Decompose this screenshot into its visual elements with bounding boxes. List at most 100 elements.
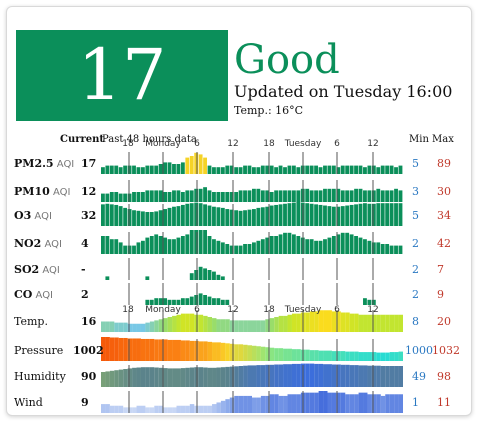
chart-bar	[132, 338, 137, 361]
chart-bar	[140, 405, 146, 413]
chart-bar	[229, 209, 234, 226]
chart-bar	[376, 203, 381, 226]
chart-bar	[269, 236, 274, 254]
chart-bar	[265, 237, 270, 254]
chart-bar	[207, 341, 213, 361]
chart-bar	[154, 298, 159, 305]
chart-bar	[194, 405, 199, 413]
chart-bar	[327, 237, 332, 254]
chart-bar	[203, 268, 207, 280]
chart-bar	[212, 239, 216, 254]
chart-bar	[180, 236, 185, 254]
chart-bar	[269, 318, 275, 333]
chart-bar	[389, 203, 394, 226]
chart-bar	[256, 207, 261, 226]
chart-bar	[283, 203, 287, 226]
chart-bar	[371, 203, 376, 226]
chart-bar	[180, 405, 186, 413]
chart-bar	[274, 317, 279, 332]
chart-bar	[118, 206, 123, 226]
chart-bar	[283, 395, 288, 413]
axis-tick-label: 18	[122, 139, 134, 149]
chart-bar	[229, 165, 234, 174]
chart-bar	[225, 192, 230, 202]
chart-bar	[274, 190, 279, 202]
chart-bar	[260, 346, 266, 361]
chart-bar	[296, 236, 301, 254]
row-max-value: 11	[437, 396, 451, 409]
chart-bar	[314, 311, 319, 333]
chart-bar	[367, 203, 372, 226]
row-current-value: 90	[81, 370, 97, 383]
chart-bar	[127, 368, 133, 387]
chart-bar	[105, 337, 110, 361]
chart-bar	[145, 367, 150, 387]
chart-bar	[336, 188, 341, 202]
chart-bar	[176, 164, 181, 174]
chart-bar	[265, 190, 270, 202]
chart-bar	[194, 270, 199, 280]
row-current-value: 1002	[73, 344, 104, 357]
row-current-value: 17	[81, 157, 97, 170]
chart-bar	[198, 266, 203, 280]
chart-bar	[291, 349, 297, 361]
chart-bar	[105, 404, 110, 413]
chart-bar	[198, 293, 203, 305]
chart-bar	[358, 392, 364, 413]
chart-bar	[238, 320, 244, 333]
axis-tick-label: 12	[227, 139, 238, 149]
chart-bar	[105, 203, 110, 226]
chart-bar	[283, 232, 287, 254]
chart-bar	[340, 364, 346, 387]
chart-bar	[132, 192, 136, 202]
chart-bar	[145, 190, 150, 202]
chart-bar	[345, 205, 350, 226]
chart-bar	[109, 204, 114, 226]
chart-bar	[225, 366, 230, 387]
chart-bar	[180, 204, 185, 226]
air-quality-status: Good	[234, 37, 340, 83]
chart-bar	[389, 190, 394, 202]
chart-bar	[176, 314, 181, 332]
chart-bar	[105, 165, 110, 174]
min-column-header: Min	[409, 134, 429, 145]
chart-bar	[172, 164, 176, 174]
chart-bar	[394, 203, 398, 226]
chart-bar	[229, 245, 234, 254]
row-name: PM10	[14, 185, 50, 198]
chart-bar	[265, 395, 270, 413]
chart-bar	[189, 340, 195, 361]
chart-bar	[398, 351, 403, 361]
chart-bar	[358, 237, 363, 254]
chart-bar	[149, 299, 154, 305]
chart-bar	[203, 187, 207, 202]
chart-bar	[385, 203, 390, 226]
chart-bar	[229, 397, 235, 413]
chart-bar	[278, 204, 283, 226]
chart-bar	[305, 165, 310, 174]
chart-bar	[154, 320, 159, 333]
row-max-value: 1032	[432, 344, 460, 357]
chart-bar	[176, 405, 181, 413]
current-column-header: Current	[60, 134, 105, 145]
chart-bar	[180, 162, 185, 174]
chart-bar	[367, 299, 372, 305]
chart-bar	[269, 394, 275, 413]
chart-bar	[118, 193, 123, 202]
chart-bar	[314, 350, 319, 361]
chart-bar	[260, 190, 265, 202]
chart-bar	[118, 405, 124, 413]
row-chart-no2	[101, 230, 403, 254]
chart-bar	[260, 239, 265, 254]
chart-bar	[354, 313, 359, 333]
chart-bar	[109, 321, 115, 332]
chart-bar	[278, 315, 284, 333]
chart-bar	[380, 314, 386, 332]
chart-bar	[363, 167, 367, 174]
chart-bar	[167, 207, 172, 226]
chart-bar	[140, 167, 145, 174]
chart-bar	[189, 273, 194, 280]
chart-bar	[274, 167, 279, 174]
chart-bar	[296, 190, 301, 202]
